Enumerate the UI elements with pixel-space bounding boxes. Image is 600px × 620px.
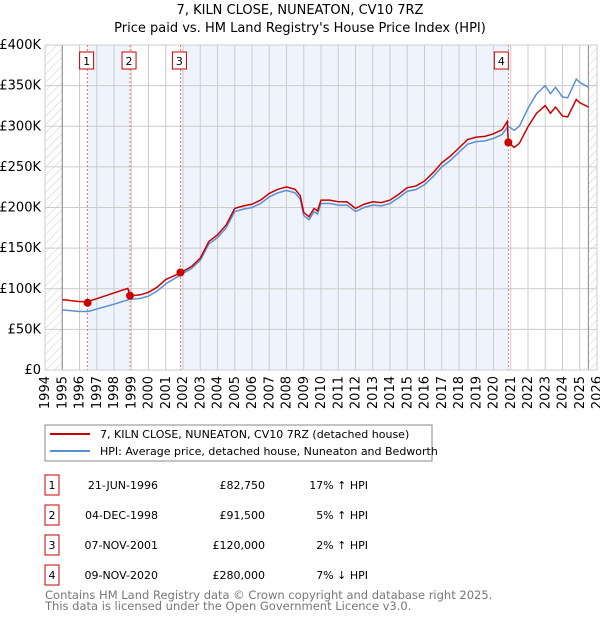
legend-label-hpi: HPI: Average price, detached house, Nune… <box>100 445 438 458</box>
sale-date: 07-NOV-2001 <box>84 539 158 552</box>
x-tick-label: 2007 <box>262 376 277 409</box>
sale-number-box <box>44 504 60 526</box>
y-tick-label: £100K <box>0 282 41 297</box>
x-tick-label: 2003 <box>193 376 208 409</box>
chart-subtitle: Price paid vs. HM Land Registry's House … <box>114 21 486 36</box>
y-tick-label: £300K <box>0 119 41 134</box>
sale-point <box>83 298 92 307</box>
footer-licence: This data is licensed under the Open Gov… <box>44 599 411 613</box>
x-tick-label: 2025 <box>573 376 588 409</box>
x-tick-label: 1997 <box>90 376 105 409</box>
sale-point <box>504 138 513 147</box>
series-group <box>62 45 589 370</box>
x-tick-label: 2011 <box>331 376 346 409</box>
y-tick-label: £400K <box>0 38 41 53</box>
x-tick-label: 2020 <box>487 376 502 409</box>
x-tick-label: 1999 <box>124 376 139 409</box>
x-tick-label: 2008 <box>280 376 295 409</box>
sale-number-label: 1 <box>83 55 90 68</box>
x-tick-label: 1998 <box>107 376 122 409</box>
sale-number-box <box>171 51 187 70</box>
x-tick-label: 2005 <box>228 376 243 409</box>
x-tick-label: 2021 <box>504 376 519 409</box>
x-tick-label: 2001 <box>159 376 174 409</box>
sale-price: £82,750 <box>220 479 266 492</box>
plot-border <box>44 44 598 371</box>
chart-title: 7, KILN CLOSE, NUNEATON, CV10 7RZ <box>177 3 424 18</box>
x-tick-label: 2018 <box>452 376 467 409</box>
x-tick-label: 2009 <box>297 376 312 409</box>
sale-price: £120,000 <box>213 539 266 552</box>
sale-number-label: 4 <box>498 55 505 68</box>
sale-date: 09-NOV-2020 <box>84 569 158 582</box>
x-tick-label: 2024 <box>556 376 571 409</box>
sale-number-box <box>79 51 95 70</box>
sale-number-label: 2 <box>126 55 133 68</box>
x-tick-label: 2016 <box>418 376 433 409</box>
sale-number-label: 3 <box>176 55 183 68</box>
legend-label-property: 7, KILN CLOSE, NUNEATON, CV10 7RZ (detac… <box>100 428 409 441</box>
x-tick-label: 2013 <box>366 376 381 409</box>
sale-number-box <box>44 534 60 556</box>
sale-hpi-diff: 5% ↑ HPI <box>316 509 368 522</box>
x-tick-label: 2023 <box>538 376 553 409</box>
x-tick-label: 2014 <box>383 376 398 409</box>
sale-date: 04-DEC-1998 <box>85 509 158 522</box>
sale-number: 1 <box>49 479 56 492</box>
y-tick-label: £250K <box>0 160 41 175</box>
sale-number: 2 <box>49 509 56 522</box>
footer-copyright: Contains HM Land Registry data © Crown c… <box>45 588 492 602</box>
x-tick-label: 1996 <box>73 376 88 409</box>
sales-table: 1 21-JUN-1996 £82,750 17% ↑ HPI 2 04-DEC-1998… <box>44 474 368 586</box>
x-tick-label: 2017 <box>435 376 450 409</box>
hpi-line <box>62 77 589 313</box>
y-tick-label: £50K <box>8 322 42 337</box>
sale-number-box <box>493 51 509 70</box>
sale-point <box>126 291 135 300</box>
x-tick-label: 2000 <box>142 376 157 409</box>
x-tick-label: 2012 <box>349 376 364 409</box>
legend: 7, KILN CLOSE, NUNEATON, CV10 7RZ (detac… <box>44 424 438 462</box>
x-tick-label: 2022 <box>521 376 536 409</box>
y-tick-label: £0 <box>24 363 41 378</box>
x-tick-label: 2015 <box>400 376 415 409</box>
sale-number-box <box>44 564 60 586</box>
sale-price: £280,000 <box>213 569 266 582</box>
x-tick-label: 1995 <box>55 376 70 409</box>
sale-point <box>176 268 185 277</box>
y-tick-label: £150K <box>0 241 41 256</box>
sale-hpi-diff: 2% ↑ HPI <box>316 539 368 552</box>
sale-date: 21-JUN-1996 <box>88 479 158 492</box>
sale-number: 3 <box>49 539 56 552</box>
x-tick-label: 2026 <box>590 376 600 409</box>
sale-hpi-diff: 7% ↓ HPI <box>316 569 368 582</box>
sale-number-box <box>121 51 137 70</box>
x-tick-label: 2002 <box>176 376 191 409</box>
y-tick-label: £350K <box>0 79 41 94</box>
x-tick-label: 2019 <box>469 376 484 409</box>
sale-price: £91,500 <box>220 509 266 522</box>
x-tick-label: 2010 <box>314 376 329 409</box>
sale-hpi-diff: 17% ↑ HPI <box>309 479 368 492</box>
y-tick-label: £200K <box>0 201 41 216</box>
sale-number: 4 <box>49 569 56 582</box>
x-tick-label: 1994 <box>38 376 53 409</box>
x-tick-label: 2004 <box>211 376 226 409</box>
x-tick-label: 2006 <box>245 376 260 409</box>
sale-number-box <box>44 474 60 496</box>
